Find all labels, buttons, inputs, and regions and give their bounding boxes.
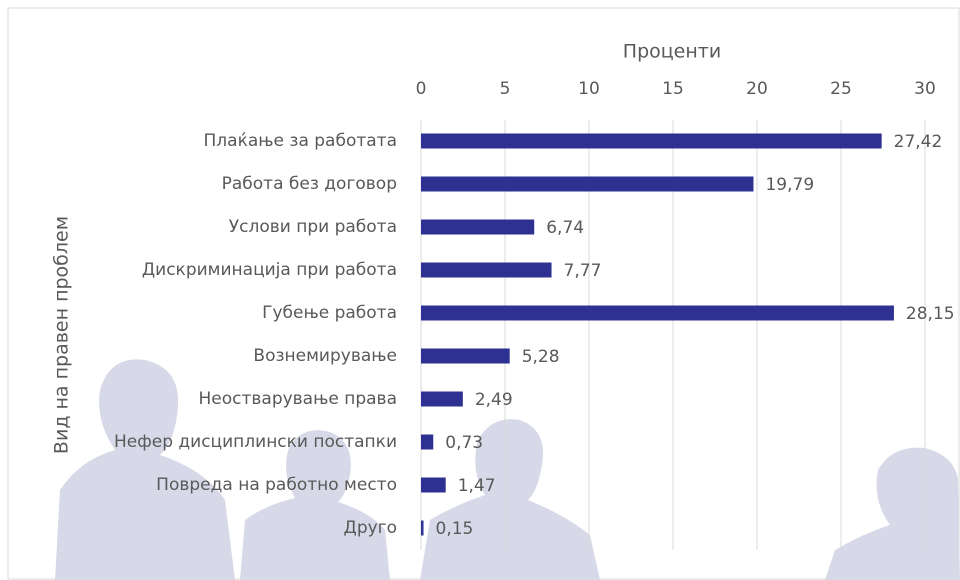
y-tick-label: Вознемирување	[253, 346, 397, 366]
y-axis-title: Вид на правен проблем	[51, 216, 73, 454]
y-tick-label: Услови при работа	[229, 217, 397, 237]
y-tick-label: Дискриминација при работа	[142, 260, 397, 280]
y-tick-label: Друго	[344, 518, 397, 538]
value-label: 2,49	[475, 390, 513, 410]
chart: Проценти Вид на правен проблем 0 5 10 15 20 2…	[0, 0, 960, 580]
y-tick-label: Неостварување права	[198, 389, 397, 409]
value-label: 6,74	[546, 218, 584, 238]
bar	[421, 435, 433, 450]
value-label: 0,15	[436, 519, 474, 539]
value-label: 1,47	[458, 476, 496, 496]
x-tick-label: 30	[914, 79, 936, 99]
x-tick-label: 10	[578, 79, 600, 99]
x-tick-label: 15	[662, 79, 684, 99]
bar	[421, 134, 882, 149]
bar	[421, 478, 446, 493]
x-tick-label: 25	[830, 79, 852, 99]
value-label: 7,77	[564, 261, 602, 281]
bar	[421, 306, 894, 321]
bar	[421, 392, 463, 407]
y-tick-label: Плаќање за работата	[204, 131, 397, 151]
y-tick-label: Повреда на работно место	[156, 475, 397, 495]
x-tick-label: 5	[500, 79, 511, 99]
x-tick-label: 0	[416, 79, 427, 99]
bar	[421, 220, 534, 235]
bar	[421, 263, 552, 278]
y-tick-label: Нефер дисциплински постапки	[114, 432, 397, 452]
value-label: 28,15	[906, 304, 955, 324]
value-label: 19,79	[765, 175, 814, 195]
value-label: 0,73	[445, 433, 483, 453]
bar	[421, 349, 510, 364]
x-tick-label: 20	[746, 79, 768, 99]
x-axis-title: Проценти	[623, 41, 721, 63]
y-tick-label: Губење работа	[262, 303, 397, 323]
value-label: 5,28	[522, 347, 560, 367]
bar	[421, 177, 753, 192]
value-label: 27,42	[894, 132, 943, 152]
bar	[421, 521, 424, 536]
y-tick-label: Работа без договор	[222, 174, 397, 194]
